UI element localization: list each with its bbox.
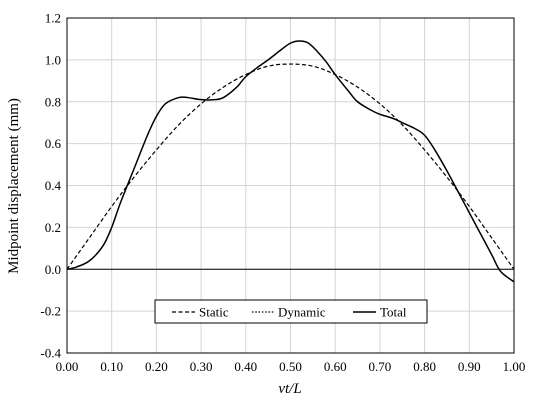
x-tick-label: 0.10	[100, 359, 123, 374]
legend-label-static: Static	[199, 305, 229, 320]
series-line-total	[66, 40, 515, 283]
legend-label-dynamic: Dynamic	[278, 305, 326, 320]
x-tick-label: 0.50	[279, 359, 302, 374]
x-tick-labels: 0.00 0.10 0.20 0.30 0.40 0.50 0.60 0.70 0.80 0.90…	[56, 359, 526, 374]
y-tick-label: -0.2	[40, 304, 61, 319]
y-tick-label: 1.2	[45, 11, 61, 26]
x-tick-label: 0.00	[56, 359, 79, 374]
y-tick-label: -0.4	[40, 346, 61, 361]
y-tick-label: 0.0	[45, 262, 61, 277]
series-lines	[66, 40, 515, 283]
x-tick-label: 0.30	[190, 359, 213, 374]
y-tick-label: 0.4	[45, 178, 62, 193]
plot-frame	[66, 17, 515, 354]
y-tick-label: 0.8	[45, 94, 61, 109]
x-tick-label: 0.40	[234, 359, 257, 374]
y-tick-label: 0.2	[45, 220, 61, 235]
legend-label-total: Total	[380, 305, 407, 320]
x-tick-label: 0.20	[145, 359, 168, 374]
gridlines	[66, 17, 515, 354]
y-axis-title: Midpoint displacement (mm)	[6, 98, 22, 274]
x-tick-label: 0.60	[324, 359, 347, 374]
y-tick-labels: -0.4 -0.2 0.0 0.2 0.4 0.6 0.8 1.0 1.2	[40, 11, 61, 361]
x-tick-label: 0.80	[413, 359, 436, 374]
x-tick-label: 0.70	[369, 359, 392, 374]
legend: Static Dynamic Total	[154, 299, 428, 324]
x-tick-label: 0.90	[458, 359, 481, 374]
x-tick-label: 1.00	[503, 359, 526, 374]
x-axis-title: vt/L	[278, 381, 301, 397]
series-line-static	[66, 63, 515, 270]
legend-box	[154, 299, 428, 324]
y-tick-label: 0.6	[45, 136, 62, 151]
y-tick-label: 1.0	[45, 52, 61, 67]
